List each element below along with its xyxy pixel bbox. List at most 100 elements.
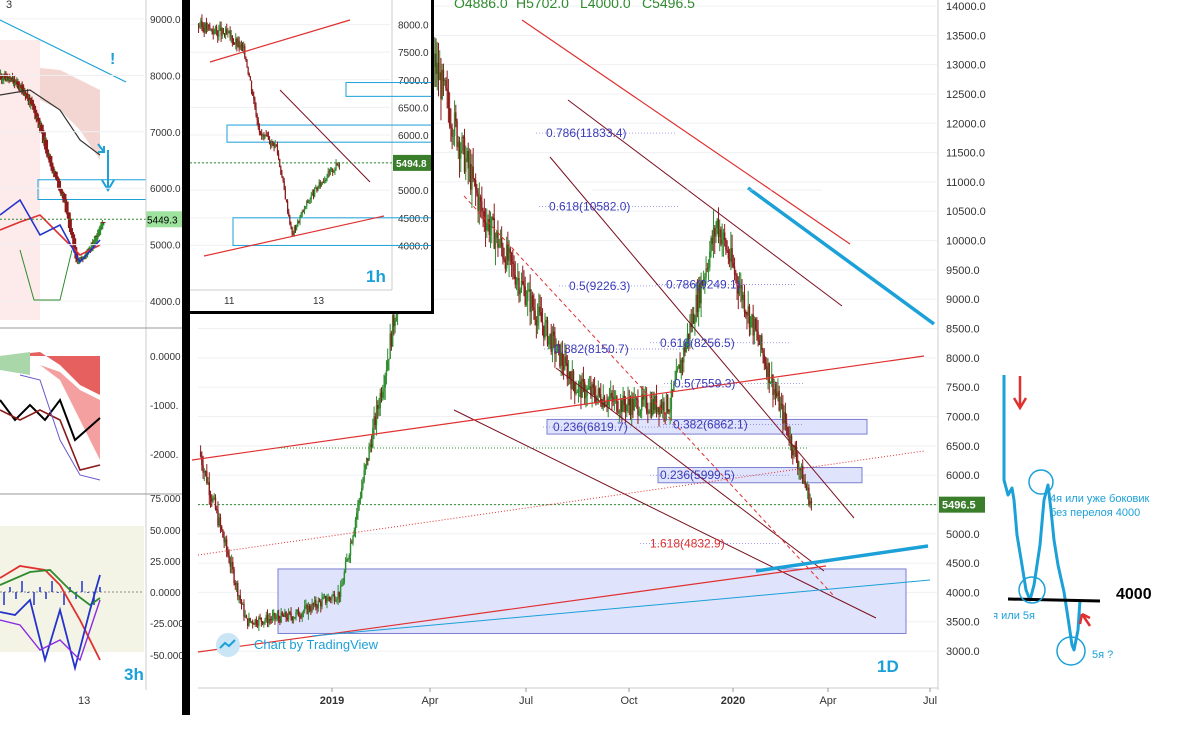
oscillator-line xyxy=(19,374,101,481)
candle-body xyxy=(691,313,694,327)
candle-body xyxy=(352,535,354,543)
candle-body xyxy=(688,333,690,339)
candle-body xyxy=(536,315,539,326)
candle-body xyxy=(217,30,219,37)
candle-body xyxy=(725,240,727,251)
y-tick-label: 7500.0 xyxy=(946,382,980,394)
candle-body xyxy=(576,392,578,394)
candle-body xyxy=(649,402,652,413)
candle-body xyxy=(393,314,395,327)
y-tick-label: 4000.0 xyxy=(150,297,181,308)
candle-body xyxy=(226,29,228,34)
candle-body xyxy=(379,392,381,409)
candle-body xyxy=(694,321,696,324)
candle-body xyxy=(256,624,259,626)
candle-body xyxy=(199,451,202,457)
candle-body xyxy=(374,416,376,426)
candle-body xyxy=(202,26,204,29)
price-tag xyxy=(146,211,182,228)
x-tick-label: Apr xyxy=(819,695,836,707)
candle-body xyxy=(301,613,303,618)
candle-body xyxy=(496,231,498,238)
candle-body xyxy=(700,280,702,304)
candle-body xyxy=(53,171,58,177)
candle-body xyxy=(608,397,611,399)
candle-body xyxy=(232,561,234,570)
candle-body xyxy=(333,171,335,173)
candle-body xyxy=(254,619,256,625)
candle-body xyxy=(92,241,97,246)
candle-body xyxy=(550,333,552,352)
candle-body xyxy=(601,403,603,408)
candle-body xyxy=(653,399,655,410)
trend-line xyxy=(521,19,851,245)
tradingview-watermark[interactable]: Chart by TradingView xyxy=(216,633,379,657)
candle-body xyxy=(245,56,247,61)
candle-body xyxy=(59,190,64,192)
osc-tick-label: 0.0000 xyxy=(150,588,181,599)
candle-body xyxy=(517,278,519,281)
candle-body xyxy=(763,354,766,364)
candle-body xyxy=(253,623,255,625)
candle-body xyxy=(539,306,541,313)
candle-body xyxy=(652,399,654,415)
candle-body xyxy=(591,384,593,396)
candle-body xyxy=(657,407,659,413)
candle-body xyxy=(68,228,73,233)
candle-body xyxy=(669,409,671,413)
candle-body xyxy=(595,397,597,403)
candle-body xyxy=(382,391,384,398)
candle-body xyxy=(306,201,308,207)
candle-body xyxy=(223,537,225,543)
candle-body xyxy=(322,596,324,599)
candle-body xyxy=(650,402,653,415)
candle-body xyxy=(343,572,346,583)
candle-body xyxy=(618,411,621,413)
candle-body xyxy=(541,322,544,326)
osc-tick-label: 0.0000 xyxy=(150,352,181,363)
candle-body xyxy=(580,381,582,398)
candle-body xyxy=(639,410,642,415)
moving-average-line xyxy=(0,214,101,256)
candle-body xyxy=(586,388,588,397)
price-tag-text: 5494.8 xyxy=(396,159,427,170)
candle-body xyxy=(362,481,364,489)
candle-body xyxy=(723,232,726,241)
candle-body xyxy=(647,411,649,414)
candle-body xyxy=(540,312,543,323)
candle-body xyxy=(477,193,479,211)
candle-body xyxy=(741,285,743,300)
candle-body xyxy=(292,233,294,235)
candle-body xyxy=(274,613,276,619)
osc-tick-label: 25.000 xyxy=(150,557,181,568)
moving-average-line xyxy=(0,198,101,264)
candle-body xyxy=(334,169,336,172)
candle-body xyxy=(680,359,682,373)
x-tick-3h: 13 xyxy=(78,695,90,707)
candle-body xyxy=(292,618,295,621)
candle-body xyxy=(534,310,536,321)
candle-body xyxy=(229,30,231,38)
candle-body xyxy=(320,601,322,607)
candle-body xyxy=(778,391,780,411)
candle-body xyxy=(312,193,315,197)
candle-body xyxy=(225,539,228,551)
histogram-fill xyxy=(0,352,100,395)
candle-body xyxy=(336,599,338,601)
y-tick-label: 13500.0 xyxy=(946,30,986,42)
fib-label: 0.5(9226.3) xyxy=(569,279,630,293)
candle-body xyxy=(749,316,752,328)
x-tick-label: Jul xyxy=(519,695,533,707)
candle-body xyxy=(218,30,220,37)
candle-body xyxy=(795,449,798,461)
candle-body xyxy=(683,347,685,363)
candle-body xyxy=(704,277,706,280)
candle-body xyxy=(25,93,30,99)
candle-body xyxy=(458,141,461,159)
candle-body xyxy=(212,31,214,34)
candle-body xyxy=(798,468,800,470)
candle-body xyxy=(530,295,533,312)
y-tick-label: 5000.0 xyxy=(398,186,429,197)
candle-body xyxy=(572,371,575,384)
candle-body xyxy=(60,191,65,197)
